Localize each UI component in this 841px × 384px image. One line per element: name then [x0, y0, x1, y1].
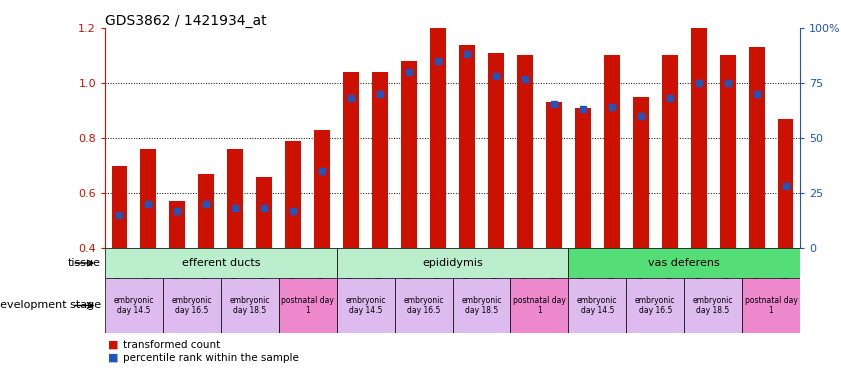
Bar [459, 45, 475, 248]
Bar [632, 97, 648, 248]
Bar [742, 278, 800, 333]
Bar [430, 28, 446, 248]
Bar [401, 61, 417, 248]
Bar [315, 130, 331, 248]
Bar [112, 166, 128, 248]
Text: efferent ducts: efferent ducts [182, 258, 260, 268]
Text: postnatal day
1: postnatal day 1 [281, 296, 334, 315]
Text: tissue: tissue [68, 258, 101, 268]
Bar [604, 56, 620, 248]
Text: ■: ■ [108, 353, 119, 363]
Bar [662, 56, 678, 248]
Bar [685, 278, 742, 333]
Bar [343, 72, 359, 248]
Bar [748, 47, 764, 248]
Bar [517, 56, 533, 248]
Bar [336, 278, 394, 333]
Bar [105, 278, 163, 333]
Text: GDS3862 / 1421934_at: GDS3862 / 1421934_at [105, 14, 267, 28]
Text: embryonic
day 16.5: embryonic day 16.5 [404, 296, 444, 315]
Text: postnatal day
1: postnatal day 1 [744, 296, 797, 315]
Bar [569, 278, 627, 333]
Text: vas deferens: vas deferens [648, 258, 720, 268]
Text: embryonic
day 18.5: embryonic day 18.5 [461, 296, 502, 315]
Bar [488, 53, 504, 248]
Text: ■: ■ [108, 340, 119, 350]
Bar [569, 248, 800, 278]
Bar [778, 119, 794, 248]
Text: embryonic
day 18.5: embryonic day 18.5 [693, 296, 733, 315]
Bar [546, 102, 562, 248]
Bar [227, 149, 243, 248]
Bar [394, 278, 452, 333]
Bar [285, 141, 301, 248]
Bar [278, 278, 336, 333]
Bar [575, 108, 590, 248]
Bar [372, 72, 388, 248]
Text: development stage: development stage [0, 301, 101, 311]
Bar [720, 56, 736, 248]
Bar [336, 248, 569, 278]
Text: embryonic
day 14.5: embryonic day 14.5 [346, 296, 386, 315]
Text: embryonic
day 14.5: embryonic day 14.5 [114, 296, 154, 315]
Bar [163, 278, 221, 333]
Text: embryonic
day 16.5: embryonic day 16.5 [635, 296, 675, 315]
Text: embryonic
day 16.5: embryonic day 16.5 [172, 296, 212, 315]
Bar [169, 201, 185, 248]
Bar [510, 278, 569, 333]
Text: embryonic
day 18.5: embryonic day 18.5 [230, 296, 270, 315]
Bar [105, 248, 800, 289]
Text: transformed count: transformed count [123, 340, 220, 350]
Bar [452, 278, 510, 333]
Bar [105, 248, 336, 278]
Bar [221, 278, 278, 333]
Bar [257, 177, 272, 248]
Bar [690, 28, 706, 248]
Text: percentile rank within the sample: percentile rank within the sample [123, 353, 299, 363]
Text: embryonic
day 14.5: embryonic day 14.5 [577, 296, 617, 315]
Bar [140, 149, 156, 248]
Text: postnatal day
1: postnatal day 1 [513, 296, 566, 315]
Bar [627, 278, 685, 333]
Text: epididymis: epididymis [422, 258, 483, 268]
Bar [198, 174, 214, 248]
